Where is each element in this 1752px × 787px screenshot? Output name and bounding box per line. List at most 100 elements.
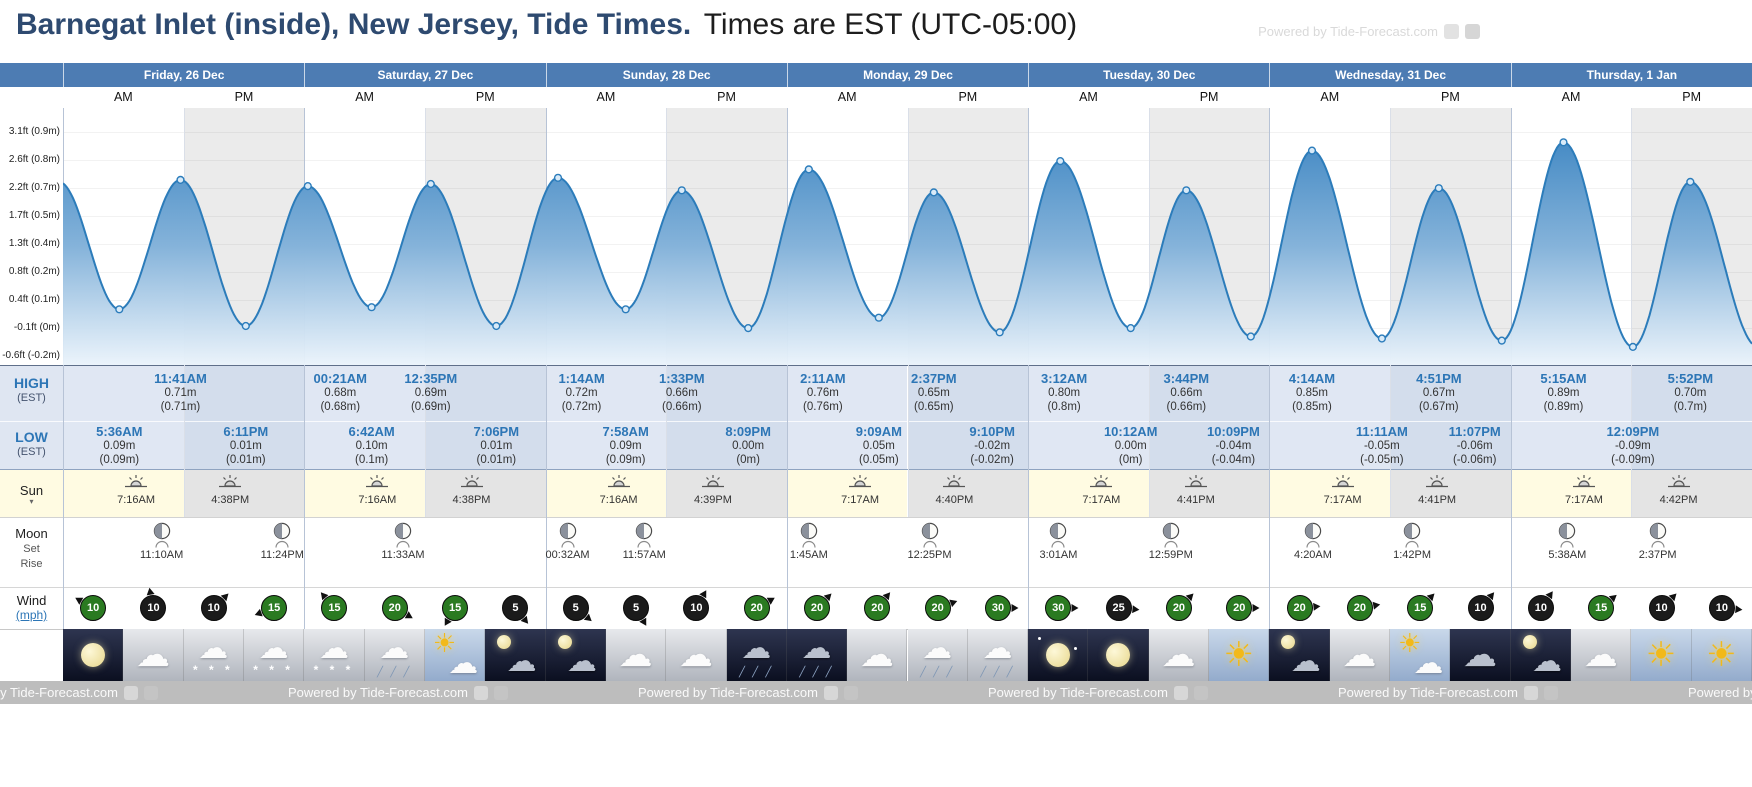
- wind-unit-link[interactable]: (mph): [15, 608, 48, 622]
- social-icon[interactable]: [843, 685, 858, 700]
- tide-height-m: -0.04m: [1215, 440, 1252, 452]
- tide-extreme-dot: [303, 181, 312, 191]
- moonset-arc-icon: [1051, 540, 1066, 548]
- wind-speed-value: 10: [1648, 595, 1675, 621]
- social-icon[interactable]: [123, 685, 138, 700]
- sun-row-pm-bg: [1390, 469, 1511, 517]
- low-tide-event: 11:11AM -0.05m (-0.05m): [1347, 425, 1417, 467]
- social-icon[interactable]: [1543, 685, 1558, 700]
- tide-height-m2: (0.1m): [355, 454, 389, 466]
- sunset-icon: [219, 475, 242, 488]
- tide-extreme-dot: [1628, 342, 1638, 352]
- tide-time: 11:11AM: [1355, 424, 1408, 439]
- sun-row-pm-bg: [1148, 469, 1270, 517]
- tide-extreme-dot: [621, 305, 630, 314]
- high-tide-event: 2:11AM 0.76m (0.76m): [788, 372, 858, 414]
- cloud-icon: ☁: [859, 635, 894, 675]
- social-icon[interactable]: [1465, 24, 1480, 39]
- tide-height-m2: (0.89m): [1543, 401, 1584, 413]
- half-label-pm: PM: [1441, 90, 1460, 104]
- high-tide-event: 4:51PM 0.67m (0.67m): [1404, 372, 1474, 414]
- low-tide-event: 10:12AM 0.00m (0m): [1096, 425, 1166, 467]
- social-icon[interactable]: [143, 685, 158, 700]
- moon-event: 11:57AM: [614, 522, 674, 561]
- tide-extreme-dot: [1246, 332, 1255, 341]
- tide-row-pm-bg: [1631, 421, 1752, 469]
- social-icon[interactable]: [1173, 685, 1188, 700]
- sun-row-am-bg: [1510, 469, 1632, 517]
- tide-row-am-bg: [786, 421, 908, 469]
- tide-time: 10:09PM: [1207, 424, 1260, 439]
- tide-row-am-bg: [1269, 365, 1391, 421]
- weather-cell: ☁ * * *: [304, 629, 365, 681]
- social-icon[interactable]: [1523, 685, 1538, 700]
- social-icon[interactable]: [1193, 685, 1208, 700]
- wind-speed-badge: 30: [1045, 595, 1079, 621]
- tide-height-m2: (-0.05m): [1360, 454, 1404, 466]
- moonset-arc-icon: [1405, 540, 1419, 548]
- moon-rise-label: Rise: [20, 558, 43, 570]
- weather-cell: ☁: [1510, 629, 1572, 681]
- weather-cell: ☁: [1450, 629, 1511, 681]
- tide-time: 3:12AM: [1041, 371, 1088, 386]
- moon-event-time: 11:10AM: [140, 549, 184, 561]
- moon-phase-icon: [559, 522, 576, 540]
- moon-event: 11:24PM: [252, 522, 312, 561]
- weather-cell: ☁: [485, 629, 546, 681]
- half-label-am: AM: [113, 90, 133, 104]
- social-icon[interactable]: [493, 685, 508, 700]
- row-divider: [0, 469, 1752, 470]
- low-row-label: LOW (EST): [0, 430, 63, 460]
- tide-time: 12:09PM: [1606, 424, 1660, 439]
- wind-speed-value: 10: [1527, 595, 1554, 621]
- social-icon[interactable]: [473, 685, 488, 700]
- tide-height-m: -0.05m: [1363, 440, 1400, 452]
- moon-event: 1:45AM: [779, 522, 839, 561]
- high-tide-event: 1:33PM 0.66m (0.66m): [647, 372, 717, 414]
- moon-event-time: 11:24PM: [260, 549, 304, 561]
- wind-speed-value: 20: [381, 595, 408, 621]
- tide-time: 10:12AM: [1103, 424, 1158, 439]
- wind-speed-value: 20: [1286, 595, 1313, 621]
- tide-height-m2: (0.71m): [160, 401, 201, 413]
- social-icon[interactable]: [823, 685, 838, 700]
- cloud-icon: ☁: [318, 631, 349, 666]
- tide-height-m2: (0.69m): [410, 401, 451, 413]
- tide-row-pm-bg: [1390, 421, 1511, 469]
- tide-extreme-dot: [367, 303, 376, 312]
- tide-row-am-bg: [1510, 421, 1632, 469]
- day-header: Friday, 26 Dec: [63, 63, 304, 87]
- high-row-label: HIGH (EST): [0, 376, 63, 406]
- footer-watermark-bar: Powered by Tide-Forecast.com Powered by …: [0, 681, 1752, 704]
- sunset-event: 4:41PM: [1407, 475, 1467, 506]
- moon-phase-icon: [1050, 522, 1067, 540]
- tide-row-am-bg: [63, 421, 184, 469]
- weather-cell: ☁ ╱ ╱ ╱: [967, 629, 1029, 681]
- sunset-time: 4:40PM: [935, 494, 974, 506]
- wind-speed-badge: 10: [683, 588, 711, 621]
- social-icon[interactable]: [1444, 24, 1459, 39]
- wind-direction-arrow-icon: [1071, 604, 1079, 612]
- tide-height-m2: (-0.09m): [1611, 454, 1655, 466]
- moonset-arc-icon: [1164, 540, 1178, 548]
- sun-icon: ☀: [1645, 635, 1677, 675]
- tide-time: 12:35PM: [404, 371, 458, 386]
- sun-row-am-bg: [63, 469, 184, 517]
- tide-height-m2: (0m): [736, 454, 760, 466]
- wind-speed-badge: 20: [1165, 590, 1197, 621]
- sunrise-event: 7:16AM: [106, 475, 166, 506]
- tide-time: 11:41AM: [154, 371, 207, 386]
- half-label-am: AM: [1079, 90, 1098, 104]
- high-tide-event: 3:12AM 0.80m (0.8m): [1029, 372, 1099, 414]
- snow-icon: * * *: [192, 663, 234, 677]
- sun-icon: ☀: [1223, 635, 1254, 675]
- wind-speed-value: 5: [562, 595, 589, 621]
- day-header: Tuesday, 30 Dec: [1028, 63, 1269, 87]
- sun-label-col-bg: [0, 469, 63, 517]
- weather-cell: ☀: [1691, 629, 1752, 681]
- moon-event-time: 11:33AM: [381, 549, 425, 561]
- moonset-arc-icon: [637, 540, 651, 548]
- tide-height-m2: (0.01m): [476, 454, 517, 466]
- wind-speed-badge: 25: [1105, 595, 1140, 621]
- weather-cell: ☁: [545, 629, 606, 681]
